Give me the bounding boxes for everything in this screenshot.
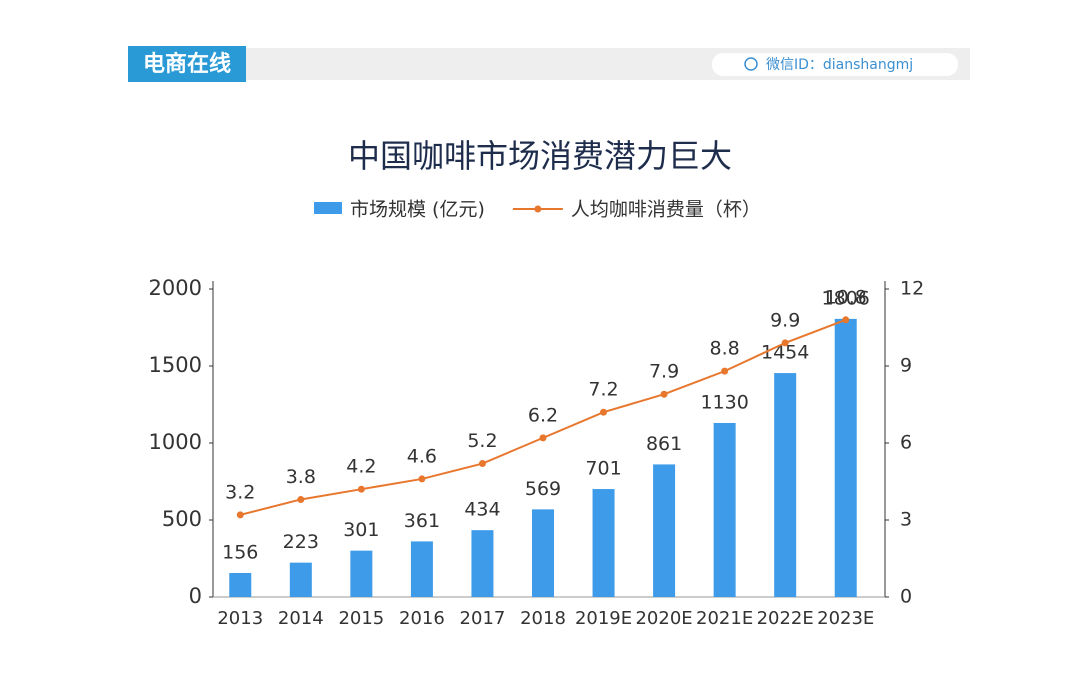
y-tick-label: 1000	[149, 430, 202, 454]
wechat-pill	[712, 53, 958, 76]
bar-label: 223	[283, 531, 319, 553]
line-label: 4.6	[407, 445, 437, 467]
search-icon	[744, 57, 758, 71]
line-point	[236, 511, 244, 519]
x-tick-label: 2017	[460, 608, 506, 629]
x-tick-label: 2013	[217, 608, 263, 629]
line-point	[781, 339, 789, 347]
y-tick-label: 2000	[149, 276, 202, 300]
line-point	[418, 475, 426, 483]
bar	[289, 562, 312, 597]
y-tick-label: 500	[162, 507, 202, 531]
line-point	[297, 495, 305, 503]
line-label: 4.2	[346, 456, 376, 478]
legend-label: 人均咖啡消费量（杯）	[571, 199, 761, 221]
line-label: 10.8	[825, 286, 867, 308]
line-label: 8.8	[710, 338, 740, 360]
y2-tick-label: 0	[900, 586, 912, 608]
y2-tick-label: 9	[900, 355, 912, 377]
y-tick-label: 0	[189, 584, 202, 608]
chart-title: 中国咖啡市场消费潜力巨大	[348, 137, 732, 175]
logo-box	[128, 46, 246, 82]
bar-label: 861	[646, 433, 682, 455]
wechat-id: 微信ID：dianshangmj	[766, 57, 913, 73]
line-label: 3.2	[225, 481, 255, 503]
bar	[774, 373, 797, 597]
line-point	[539, 434, 547, 442]
x-tick-label: 2021E	[696, 608, 753, 629]
line-label: 7.9	[649, 361, 679, 383]
line-point	[842, 316, 850, 324]
line-point	[357, 485, 365, 493]
bar	[471, 530, 494, 597]
x-tick-label: 2018	[520, 608, 566, 629]
bar-label: 1454	[761, 342, 809, 364]
line-point	[660, 390, 668, 398]
bar	[834, 318, 857, 597]
bar	[532, 509, 554, 597]
bar-label: 156	[222, 541, 258, 563]
bar	[350, 550, 373, 597]
bar-label: 701	[585, 458, 621, 480]
y2-tick-label: 6	[900, 432, 912, 454]
bar-label: 301	[343, 519, 379, 541]
bar-label: 569	[525, 478, 561, 500]
x-tick-label: 2022E	[757, 608, 814, 629]
bar	[410, 541, 433, 597]
line-label: 9.9	[770, 309, 800, 331]
x-tick-label: 2023E	[817, 608, 874, 629]
x-tick-label: 2014	[278, 608, 324, 629]
bar-label: 361	[404, 510, 440, 532]
bar-label: 1806	[822, 287, 870, 309]
x-tick-label: 2019E	[575, 608, 632, 629]
line-point	[600, 408, 608, 416]
line-point	[721, 367, 729, 375]
bar	[653, 464, 676, 597]
y2-tick-label: 3	[900, 509, 912, 531]
line-point	[478, 460, 486, 468]
bar-label: 1130	[700, 391, 748, 413]
line-label: 7.2	[588, 379, 618, 401]
legend-swatch	[314, 202, 342, 214]
x-tick-label: 2015	[338, 608, 384, 629]
bar	[229, 572, 252, 597]
logo: 电商在线	[143, 51, 231, 77]
bar-label: 434	[464, 499, 500, 521]
y2-tick-label: 12	[900, 278, 924, 300]
y-tick-label: 1500	[149, 353, 202, 377]
line-label: 3.8	[286, 466, 316, 488]
bar	[592, 489, 615, 597]
bar	[713, 422, 736, 597]
legend-label: 市场规模 (亿元)	[350, 199, 485, 221]
legend-swatch	[534, 205, 542, 213]
x-tick-label: 2020E	[635, 608, 692, 629]
x-tick-label: 2016	[399, 608, 445, 629]
line-label: 5.2	[467, 430, 497, 452]
line-label: 6.2	[528, 404, 558, 426]
